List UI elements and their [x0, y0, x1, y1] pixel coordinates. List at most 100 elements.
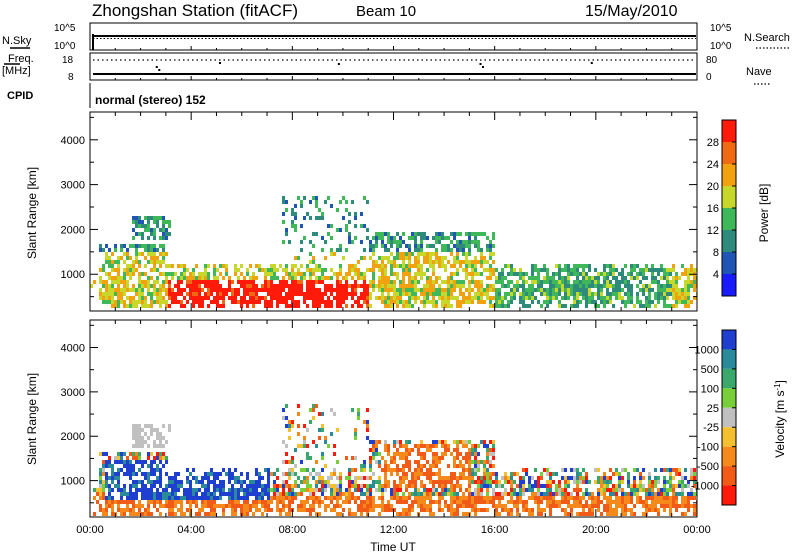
- heatmap-cell: [552, 272, 555, 276]
- heatmap-cell: [684, 304, 687, 308]
- heatmap-cell: [264, 288, 267, 292]
- heatmap-cell: [234, 288, 237, 292]
- y-tick-label: 2000: [61, 431, 85, 443]
- heatmap-cell: [642, 512, 645, 516]
- heatmap-cell: [369, 456, 372, 460]
- heatmap-cell: [102, 280, 105, 284]
- heatmap-cell: [135, 484, 138, 488]
- heatmap-cell: [153, 444, 156, 448]
- heatmap-cell: [558, 488, 561, 492]
- heatmap-cell: [327, 196, 330, 200]
- heatmap-cell: [285, 208, 288, 212]
- heatmap-cell: [138, 300, 141, 304]
- heatmap-cell: [312, 292, 315, 296]
- heatmap-cell: [390, 472, 393, 476]
- heatmap-cell: [639, 476, 642, 480]
- heatmap-cell: [159, 244, 162, 248]
- heatmap-cell: [135, 232, 138, 236]
- heatmap-cell: [474, 292, 477, 296]
- heatmap-cell: [594, 500, 597, 504]
- heatmap-cell: [438, 480, 441, 484]
- heatmap-cell: [384, 244, 387, 248]
- heatmap-cell: [333, 252, 336, 256]
- heatmap-cell: [423, 284, 426, 288]
- heatmap-cell: [156, 256, 159, 260]
- heatmap-cell: [318, 288, 321, 292]
- heatmap-cell: [423, 504, 426, 508]
- heatmap-cell: [237, 288, 240, 292]
- heatmap-cell: [312, 280, 315, 284]
- nave-dip-mark: [479, 63, 482, 65]
- heatmap-cell: [528, 508, 531, 512]
- heatmap-cell: [624, 284, 627, 288]
- heatmap-cell: [441, 496, 444, 500]
- heatmap-cell: [537, 512, 540, 516]
- heatmap-cell: [657, 492, 660, 496]
- heatmap-cell: [459, 288, 462, 292]
- heatmap-cell: [264, 508, 267, 512]
- heatmap-cell: [465, 244, 468, 248]
- heatmap-cell: [537, 280, 540, 284]
- heatmap-cell: [444, 476, 447, 480]
- heatmap-cell: [387, 276, 390, 280]
- heatmap-cell: [624, 508, 627, 512]
- heatmap-cell: [456, 256, 459, 260]
- heatmap-cell: [561, 304, 564, 308]
- heatmap-cell: [126, 256, 129, 260]
- heatmap-cell: [552, 504, 555, 508]
- heatmap-cell: [150, 492, 153, 496]
- heatmap-cell: [96, 492, 99, 496]
- heatmap-cell: [162, 236, 165, 240]
- heatmap-cell: [522, 284, 525, 288]
- heatmap-cell: [150, 464, 153, 468]
- heatmap-cell: [612, 268, 615, 272]
- heatmap-cell: [339, 300, 342, 304]
- heatmap-cell: [285, 504, 288, 508]
- heatmap-cell: [156, 296, 159, 300]
- heatmap-cell: [303, 480, 306, 484]
- heatmap-cell: [291, 296, 294, 300]
- heatmap-cell: [330, 284, 333, 288]
- heatmap-cell: [138, 428, 141, 432]
- heatmap-cell: [561, 468, 564, 472]
- heatmap-cell: [648, 496, 651, 500]
- heatmap-cell: [204, 284, 207, 288]
- heatmap-cell: [363, 476, 366, 480]
- heatmap-cell: [396, 448, 399, 452]
- heatmap-cell: [408, 288, 411, 292]
- heatmap-cell: [501, 484, 504, 488]
- heatmap-cell: [426, 280, 429, 284]
- heatmap-cell: [651, 496, 654, 500]
- heatmap-cell: [246, 500, 249, 504]
- heatmap-cell: [528, 304, 531, 308]
- heatmap-cell: [621, 512, 624, 516]
- heatmap-cell: [381, 468, 384, 472]
- heatmap-cell: [255, 284, 258, 288]
- heatmap-cell: [270, 296, 273, 300]
- heatmap-cell: [492, 464, 495, 468]
- heatmap-cell: [282, 300, 285, 304]
- heatmap-cell: [477, 500, 480, 504]
- heatmap-cell: [360, 284, 363, 288]
- heatmap-cell: [141, 220, 144, 224]
- heatmap-cell: [333, 272, 336, 276]
- heatmap-cell: [510, 484, 513, 488]
- heatmap-cell: [174, 480, 177, 484]
- heatmap-cell: [264, 300, 267, 304]
- heatmap-cell: [294, 492, 297, 496]
- heatmap-cell: [336, 304, 339, 308]
- heatmap-cell: [321, 212, 324, 216]
- heatmap-cell: [129, 508, 132, 512]
- heatmap-cell: [576, 492, 579, 496]
- heatmap-cell: [258, 268, 261, 272]
- heatmap-cell: [591, 500, 594, 504]
- heatmap-cell: [675, 492, 678, 496]
- heatmap-cell: [318, 472, 321, 476]
- heatmap-cell: [324, 200, 327, 204]
- heatmap-cell: [564, 480, 567, 484]
- heatmap-cell: [585, 488, 588, 492]
- heatmap-cell: [180, 272, 183, 276]
- heatmap-cell: [384, 484, 387, 488]
- heatmap-cell: [141, 480, 144, 484]
- heatmap-cell: [468, 492, 471, 496]
